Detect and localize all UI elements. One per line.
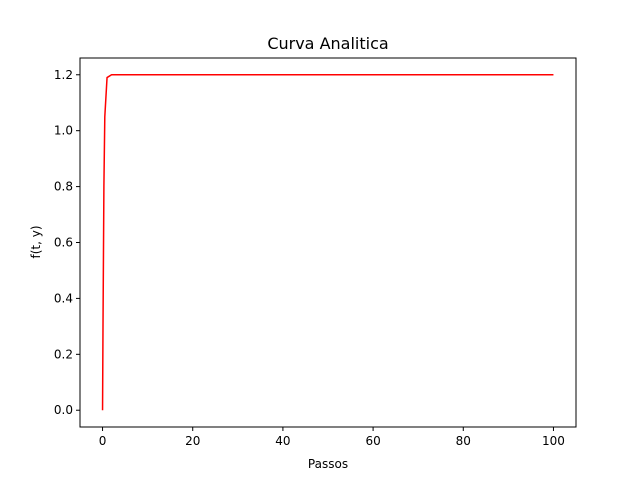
- x-axis: 0 20 40 60 80 100: [99, 427, 565, 448]
- x-tick-label: 0: [99, 434, 107, 448]
- x-tick-label: 20: [185, 434, 200, 448]
- y-tick-label: 0.8: [54, 180, 73, 194]
- y-tick-label: 1.2: [54, 68, 73, 82]
- x-tick-label: 40: [275, 434, 290, 448]
- y-axis-label: f(t, y): [29, 225, 43, 258]
- x-tick-label: 80: [456, 434, 471, 448]
- y-tick-label: 0.2: [54, 347, 73, 361]
- y-tick-label: 0.6: [54, 236, 73, 250]
- x-tick-label: 60: [365, 434, 380, 448]
- y-tick-label: 1.0: [54, 124, 73, 138]
- plot-area: [79, 57, 577, 428]
- y-axis: 0.0 0.2 0.4 0.6 0.8 1.0 1.2: [54, 68, 80, 417]
- x-tick-label: 100: [542, 434, 565, 448]
- series-layer: [101, 74, 554, 411]
- y-tick-label: 0.4: [54, 291, 73, 305]
- y-tick-label: 0.0: [54, 403, 73, 417]
- chart-title: Curva Analitica: [267, 34, 388, 53]
- series-line: [101, 74, 554, 411]
- x-axis-label: Passos: [308, 457, 348, 471]
